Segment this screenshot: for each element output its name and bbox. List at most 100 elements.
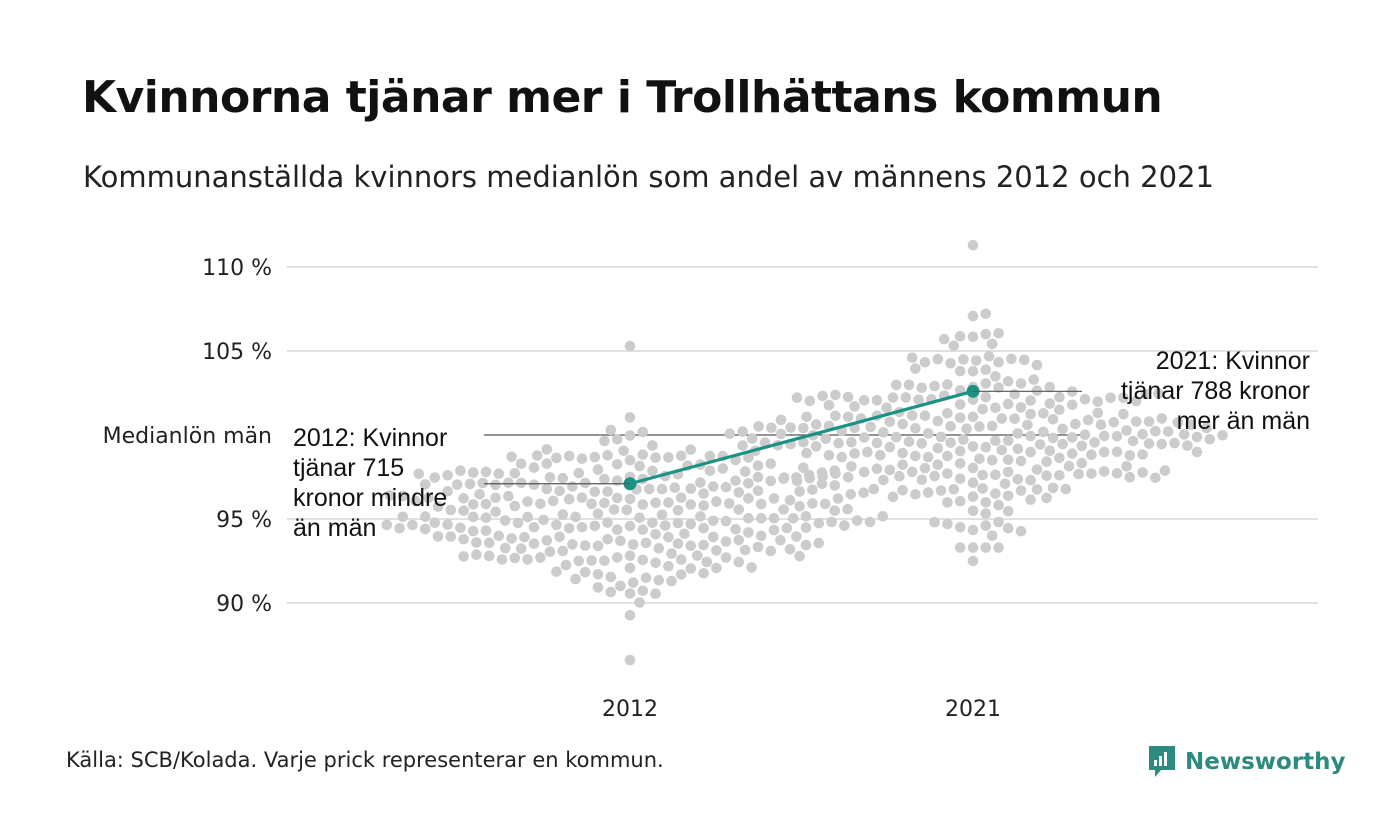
data-point	[974, 453, 985, 465]
data-point	[528, 462, 540, 473]
highlight-line	[629, 389, 974, 486]
data-point	[522, 496, 533, 507]
data-point	[544, 546, 556, 557]
data-point	[528, 522, 540, 533]
data-point	[535, 498, 546, 510]
data-point	[798, 436, 809, 448]
data-point	[1002, 490, 1014, 502]
data-point	[679, 528, 690, 540]
data-point	[810, 441, 822, 452]
data-point	[618, 445, 629, 457]
data-point	[634, 512, 645, 523]
annotation-text-2012: 2012: Kvinnor	[293, 424, 447, 452]
data-point	[948, 340, 960, 352]
data-point	[842, 391, 854, 403]
data-point	[1025, 430, 1036, 442]
data-point	[993, 516, 1004, 528]
data-point	[685, 499, 697, 510]
data-point	[698, 568, 709, 579]
data-point	[685, 563, 697, 574]
data-point	[784, 494, 796, 506]
data-point	[720, 515, 732, 527]
data-point	[990, 488, 1001, 499]
data-point	[813, 517, 825, 529]
data-point	[868, 483, 880, 495]
data-point	[1105, 392, 1116, 404]
data-point	[942, 379, 953, 390]
data-point	[954, 365, 966, 377]
data-point	[1162, 426, 1174, 437]
data-point	[499, 515, 511, 526]
data-point	[887, 392, 899, 403]
data-point	[573, 555, 585, 567]
data-point	[547, 495, 559, 507]
data-point	[980, 542, 992, 553]
data-point	[967, 365, 979, 377]
data-point	[551, 452, 562, 464]
data-point	[519, 531, 530, 543]
data-point	[897, 459, 908, 471]
data-point	[1047, 432, 1059, 444]
data-point	[1044, 398, 1056, 409]
chart-subtitle: Kommunanställda kvinnors medianlön som a…	[83, 160, 1214, 194]
data-point	[890, 379, 902, 391]
data-point	[993, 356, 1004, 368]
data-point	[755, 498, 767, 510]
data-point	[707, 481, 719, 492]
data-point	[990, 435, 1001, 447]
data-point	[781, 522, 793, 534]
data-point	[798, 422, 809, 434]
data-point	[916, 438, 928, 449]
data-point	[1156, 438, 1168, 450]
data-point	[778, 472, 790, 483]
data-point	[768, 524, 780, 536]
data-point	[637, 554, 649, 566]
data-point	[1015, 378, 1027, 389]
data-point	[1153, 388, 1164, 399]
data-point	[755, 512, 767, 524]
data-point	[739, 544, 751, 556]
data-point	[765, 545, 777, 557]
data-point	[954, 522, 966, 533]
data-point	[647, 517, 658, 529]
data-point	[804, 395, 816, 407]
data-point	[743, 527, 754, 538]
data-point	[1118, 408, 1129, 420]
data-point	[1191, 431, 1203, 443]
data-point	[637, 449, 649, 460]
data-point	[820, 433, 832, 445]
data-point	[599, 473, 610, 485]
data-point	[877, 511, 889, 522]
data-point	[842, 472, 854, 483]
data-point	[535, 552, 546, 563]
data-point	[849, 401, 860, 412]
data-point	[1009, 413, 1020, 425]
data-point	[1041, 470, 1052, 482]
data-point	[752, 485, 764, 497]
data-point	[836, 451, 848, 463]
data-point	[1073, 468, 1084, 480]
data-point	[884, 464, 896, 476]
data-point	[1127, 435, 1139, 447]
data-point	[1076, 440, 1088, 452]
data-point	[602, 517, 613, 528]
data-point	[637, 585, 649, 597]
data-point	[945, 421, 956, 432]
data-point	[483, 537, 495, 549]
source-note: Källa: SCB/Kolada. Varje prick represent…	[66, 748, 664, 772]
data-point	[397, 511, 409, 523]
data-point	[887, 491, 899, 503]
data-point	[1086, 449, 1097, 461]
data-point	[932, 415, 944, 427]
data-point	[733, 556, 745, 568]
data-point	[922, 451, 934, 463]
data-point	[666, 575, 677, 587]
data-point	[1130, 395, 1142, 407]
data-point	[663, 560, 674, 572]
newsworthy-logo[interactable]: Newsworthy	[1147, 744, 1346, 780]
data-point	[775, 428, 787, 440]
data-point	[653, 574, 665, 586]
data-point	[903, 436, 915, 448]
data-point	[733, 534, 745, 546]
